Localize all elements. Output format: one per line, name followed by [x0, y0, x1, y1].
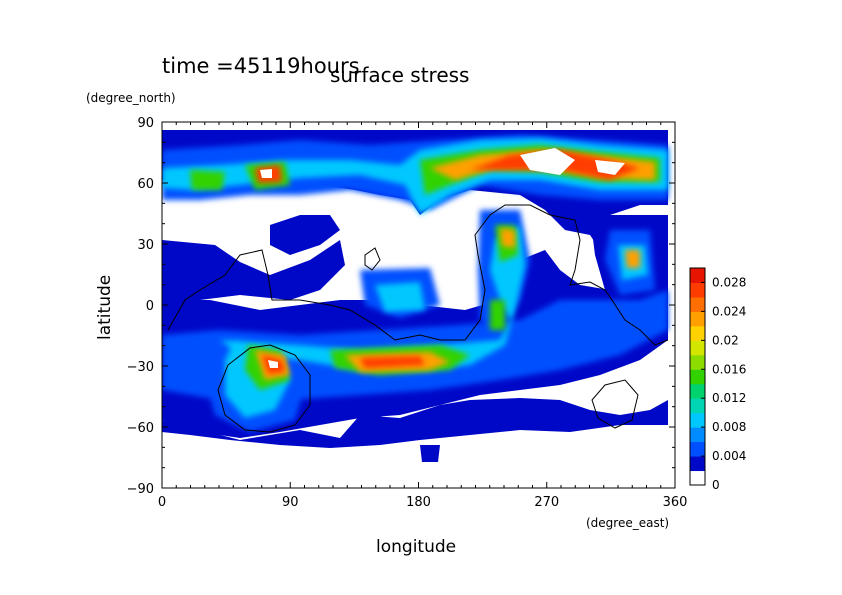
- colorbar-tick-label: 0.016: [712, 362, 746, 376]
- colorbar-segment: [690, 325, 705, 341]
- x-unit-label: (degree_east): [586, 516, 669, 530]
- colorbar-segment: [690, 412, 705, 428]
- colorbar-tick-label: 0.02: [712, 333, 739, 347]
- colorbar-segment: [690, 296, 705, 312]
- x-tick-label: 180: [406, 495, 431, 510]
- y-tick-label: 90: [137, 116, 154, 131]
- continent-outlines: [167, 204, 669, 433]
- colorbar-segment: [690, 383, 705, 399]
- y-unit-label: (degree_north): [86, 91, 176, 105]
- colorbar-segment: [690, 354, 705, 370]
- y-axis: −90 −60 −30 0 30 60 90: [127, 116, 675, 497]
- y-tick-label: 60: [137, 177, 154, 192]
- stress-field: [162, 122, 675, 488]
- x-tick-label: 360: [663, 495, 688, 510]
- chart-title: surface stress: [330, 63, 469, 87]
- colorbar-tick-label: 0.008: [712, 420, 746, 434]
- colorbar-segment: [690, 268, 705, 283]
- colorbar-segment: [690, 441, 705, 457]
- time-label: time =45119hours: [162, 54, 360, 78]
- colorbar-tick-label: 0.024: [712, 304, 746, 318]
- colorbar-segment: [690, 398, 705, 414]
- x-tick-label: 90: [282, 495, 299, 510]
- colorbar: 0 0.004 0.008 0.012 0.016 0.02 0.024 0.028: [689, 267, 746, 492]
- colorbar-segment: [690, 282, 705, 298]
- colorbar-frame: [689, 267, 706, 486]
- y-tick-label: −30: [127, 360, 154, 375]
- x-axis-label: longitude: [376, 537, 456, 557]
- colorbar-segment: [690, 470, 705, 486]
- y-axis-label: latitude: [95, 275, 115, 340]
- colorbar-segment: [690, 456, 705, 472]
- y-tick-label: 0: [146, 299, 154, 314]
- colorbar-tick-label: 0.028: [712, 275, 746, 289]
- colorbar-segment: [690, 311, 705, 327]
- y-tick-label: −60: [127, 421, 154, 436]
- colorbar-segment: [690, 427, 705, 443]
- colorbar-segment: [690, 369, 705, 385]
- y-tick-label: −90: [127, 482, 154, 497]
- colorbar-tick-label: 0.012: [712, 391, 746, 405]
- colorbar-tick-label: 0.004: [712, 449, 746, 463]
- y-tick-label: 30: [137, 238, 154, 253]
- x-tick-label: 0: [158, 495, 166, 510]
- colorbar-tick-label: 0: [712, 478, 720, 492]
- colorbar-segment: [690, 340, 705, 356]
- stress-level-max: [260, 148, 625, 368]
- x-axis: 0 90 180 270 360: [158, 122, 688, 510]
- x-tick-label: 270: [534, 495, 559, 510]
